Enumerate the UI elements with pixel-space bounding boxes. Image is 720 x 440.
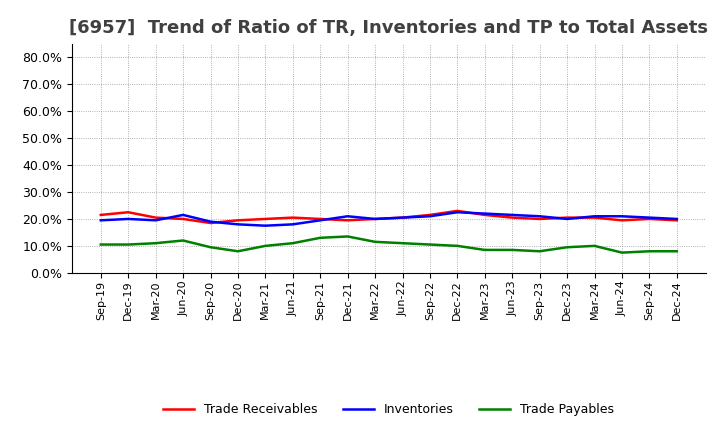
Inventories bbox=[426, 214, 434, 219]
Trade Receivables bbox=[398, 215, 407, 220]
Trade Payables bbox=[426, 242, 434, 247]
Trade Payables bbox=[316, 235, 325, 240]
Trade Payables bbox=[261, 243, 270, 249]
Inventories bbox=[233, 222, 242, 227]
Inventories bbox=[645, 215, 654, 220]
Trade Payables bbox=[453, 243, 462, 249]
Inventories bbox=[398, 215, 407, 220]
Inventories bbox=[563, 216, 572, 222]
Trade Receivables bbox=[151, 215, 160, 220]
Trade Receivables bbox=[289, 215, 297, 220]
Trade Payables bbox=[371, 239, 379, 245]
Inventories bbox=[618, 214, 626, 219]
Legend: Trade Receivables, Inventories, Trade Payables: Trade Receivables, Inventories, Trade Pa… bbox=[158, 398, 619, 421]
Trade Payables bbox=[590, 243, 599, 249]
Trade Payables bbox=[96, 242, 105, 247]
Inventories bbox=[206, 219, 215, 224]
Trade Receivables bbox=[206, 220, 215, 226]
Trade Receivables bbox=[563, 215, 572, 220]
Trade Payables bbox=[289, 241, 297, 246]
Trade Payables bbox=[233, 249, 242, 254]
Trade Payables bbox=[398, 241, 407, 246]
Title: [6957]  Trend of Ratio of TR, Inventories and TP to Total Assets: [6957] Trend of Ratio of TR, Inventories… bbox=[69, 19, 708, 37]
Trade Receivables bbox=[233, 218, 242, 223]
Inventories bbox=[343, 214, 352, 219]
Trade Receivables bbox=[590, 215, 599, 220]
Inventories bbox=[480, 211, 489, 216]
Trade Receivables bbox=[618, 218, 626, 223]
Trade Payables bbox=[179, 238, 187, 243]
Trade Payables bbox=[536, 249, 544, 254]
Trade Receivables bbox=[179, 216, 187, 222]
Inventories bbox=[261, 223, 270, 228]
Trade Receivables bbox=[453, 208, 462, 213]
Trade Receivables bbox=[371, 216, 379, 222]
Trade Payables bbox=[151, 241, 160, 246]
Trade Payables bbox=[672, 249, 681, 254]
Trade Payables bbox=[645, 249, 654, 254]
Inventories bbox=[672, 216, 681, 222]
Trade Receivables bbox=[672, 218, 681, 223]
Inventories bbox=[371, 216, 379, 222]
Trade Receivables bbox=[261, 216, 270, 222]
Trade Payables bbox=[206, 245, 215, 250]
Inventories bbox=[151, 218, 160, 223]
Trade Receivables bbox=[508, 215, 516, 220]
Inventories bbox=[124, 216, 132, 222]
Trade Receivables bbox=[536, 216, 544, 222]
Trade Payables bbox=[343, 234, 352, 239]
Trade Payables bbox=[563, 245, 572, 250]
Trade Payables bbox=[508, 247, 516, 253]
Inventories bbox=[316, 218, 325, 223]
Line: Trade Payables: Trade Payables bbox=[101, 236, 677, 253]
Trade Receivables bbox=[645, 216, 654, 222]
Inventories bbox=[590, 214, 599, 219]
Inventories bbox=[453, 209, 462, 215]
Trade Payables bbox=[124, 242, 132, 247]
Trade Receivables bbox=[480, 212, 489, 217]
Trade Receivables bbox=[124, 209, 132, 215]
Line: Trade Receivables: Trade Receivables bbox=[101, 211, 677, 223]
Inventories bbox=[179, 212, 187, 217]
Trade Payables bbox=[618, 250, 626, 255]
Inventories bbox=[508, 212, 516, 217]
Trade Receivables bbox=[426, 212, 434, 217]
Inventories bbox=[289, 222, 297, 227]
Trade Receivables bbox=[343, 218, 352, 223]
Inventories bbox=[96, 218, 105, 223]
Inventories bbox=[536, 214, 544, 219]
Trade Receivables bbox=[316, 216, 325, 222]
Trade Receivables bbox=[96, 212, 105, 217]
Line: Inventories: Inventories bbox=[101, 212, 677, 226]
Trade Payables bbox=[480, 247, 489, 253]
